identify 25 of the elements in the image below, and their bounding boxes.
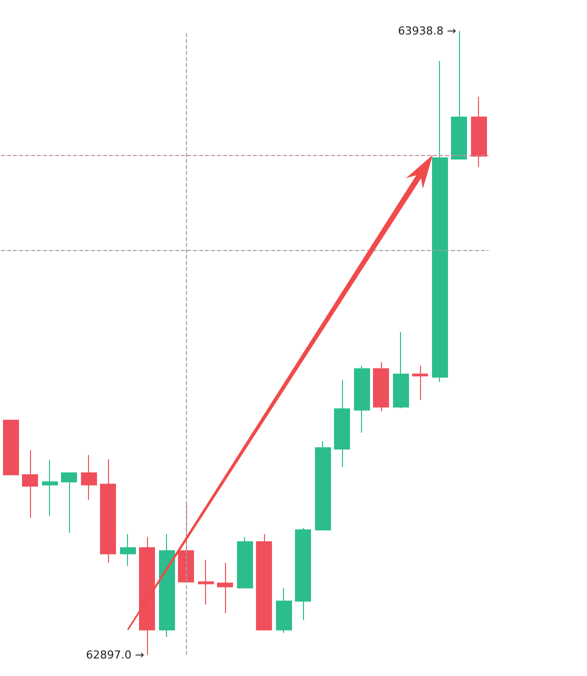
candlestick	[432, 60, 448, 382]
candlestick	[120, 534, 136, 566]
candlestick	[3, 420, 19, 476]
candlestick	[61, 472, 77, 534]
candlestick	[393, 332, 409, 409]
candlestick	[334, 380, 350, 468]
annotation: 62897.0 →	[86, 648, 144, 662]
candlestick	[471, 96, 487, 168]
candlestick	[22, 450, 38, 518]
candlestick	[412, 365, 428, 400]
candlestick	[295, 528, 311, 621]
annotation: 63938.8 →	[398, 24, 456, 38]
candlestick	[198, 559, 214, 606]
candlestick	[159, 534, 175, 638]
candlestick	[256, 534, 272, 630]
candlestick	[81, 454, 97, 500]
candlestick	[42, 459, 58, 517]
candlestick	[100, 458, 116, 564]
candlestick	[237, 536, 253, 588]
candlestick	[178, 502, 194, 582]
candlestick	[276, 587, 292, 634]
candlestick	[315, 440, 331, 530]
candlestick	[354, 365, 370, 434]
candlestick	[373, 362, 389, 412]
candlestick	[217, 562, 233, 614]
